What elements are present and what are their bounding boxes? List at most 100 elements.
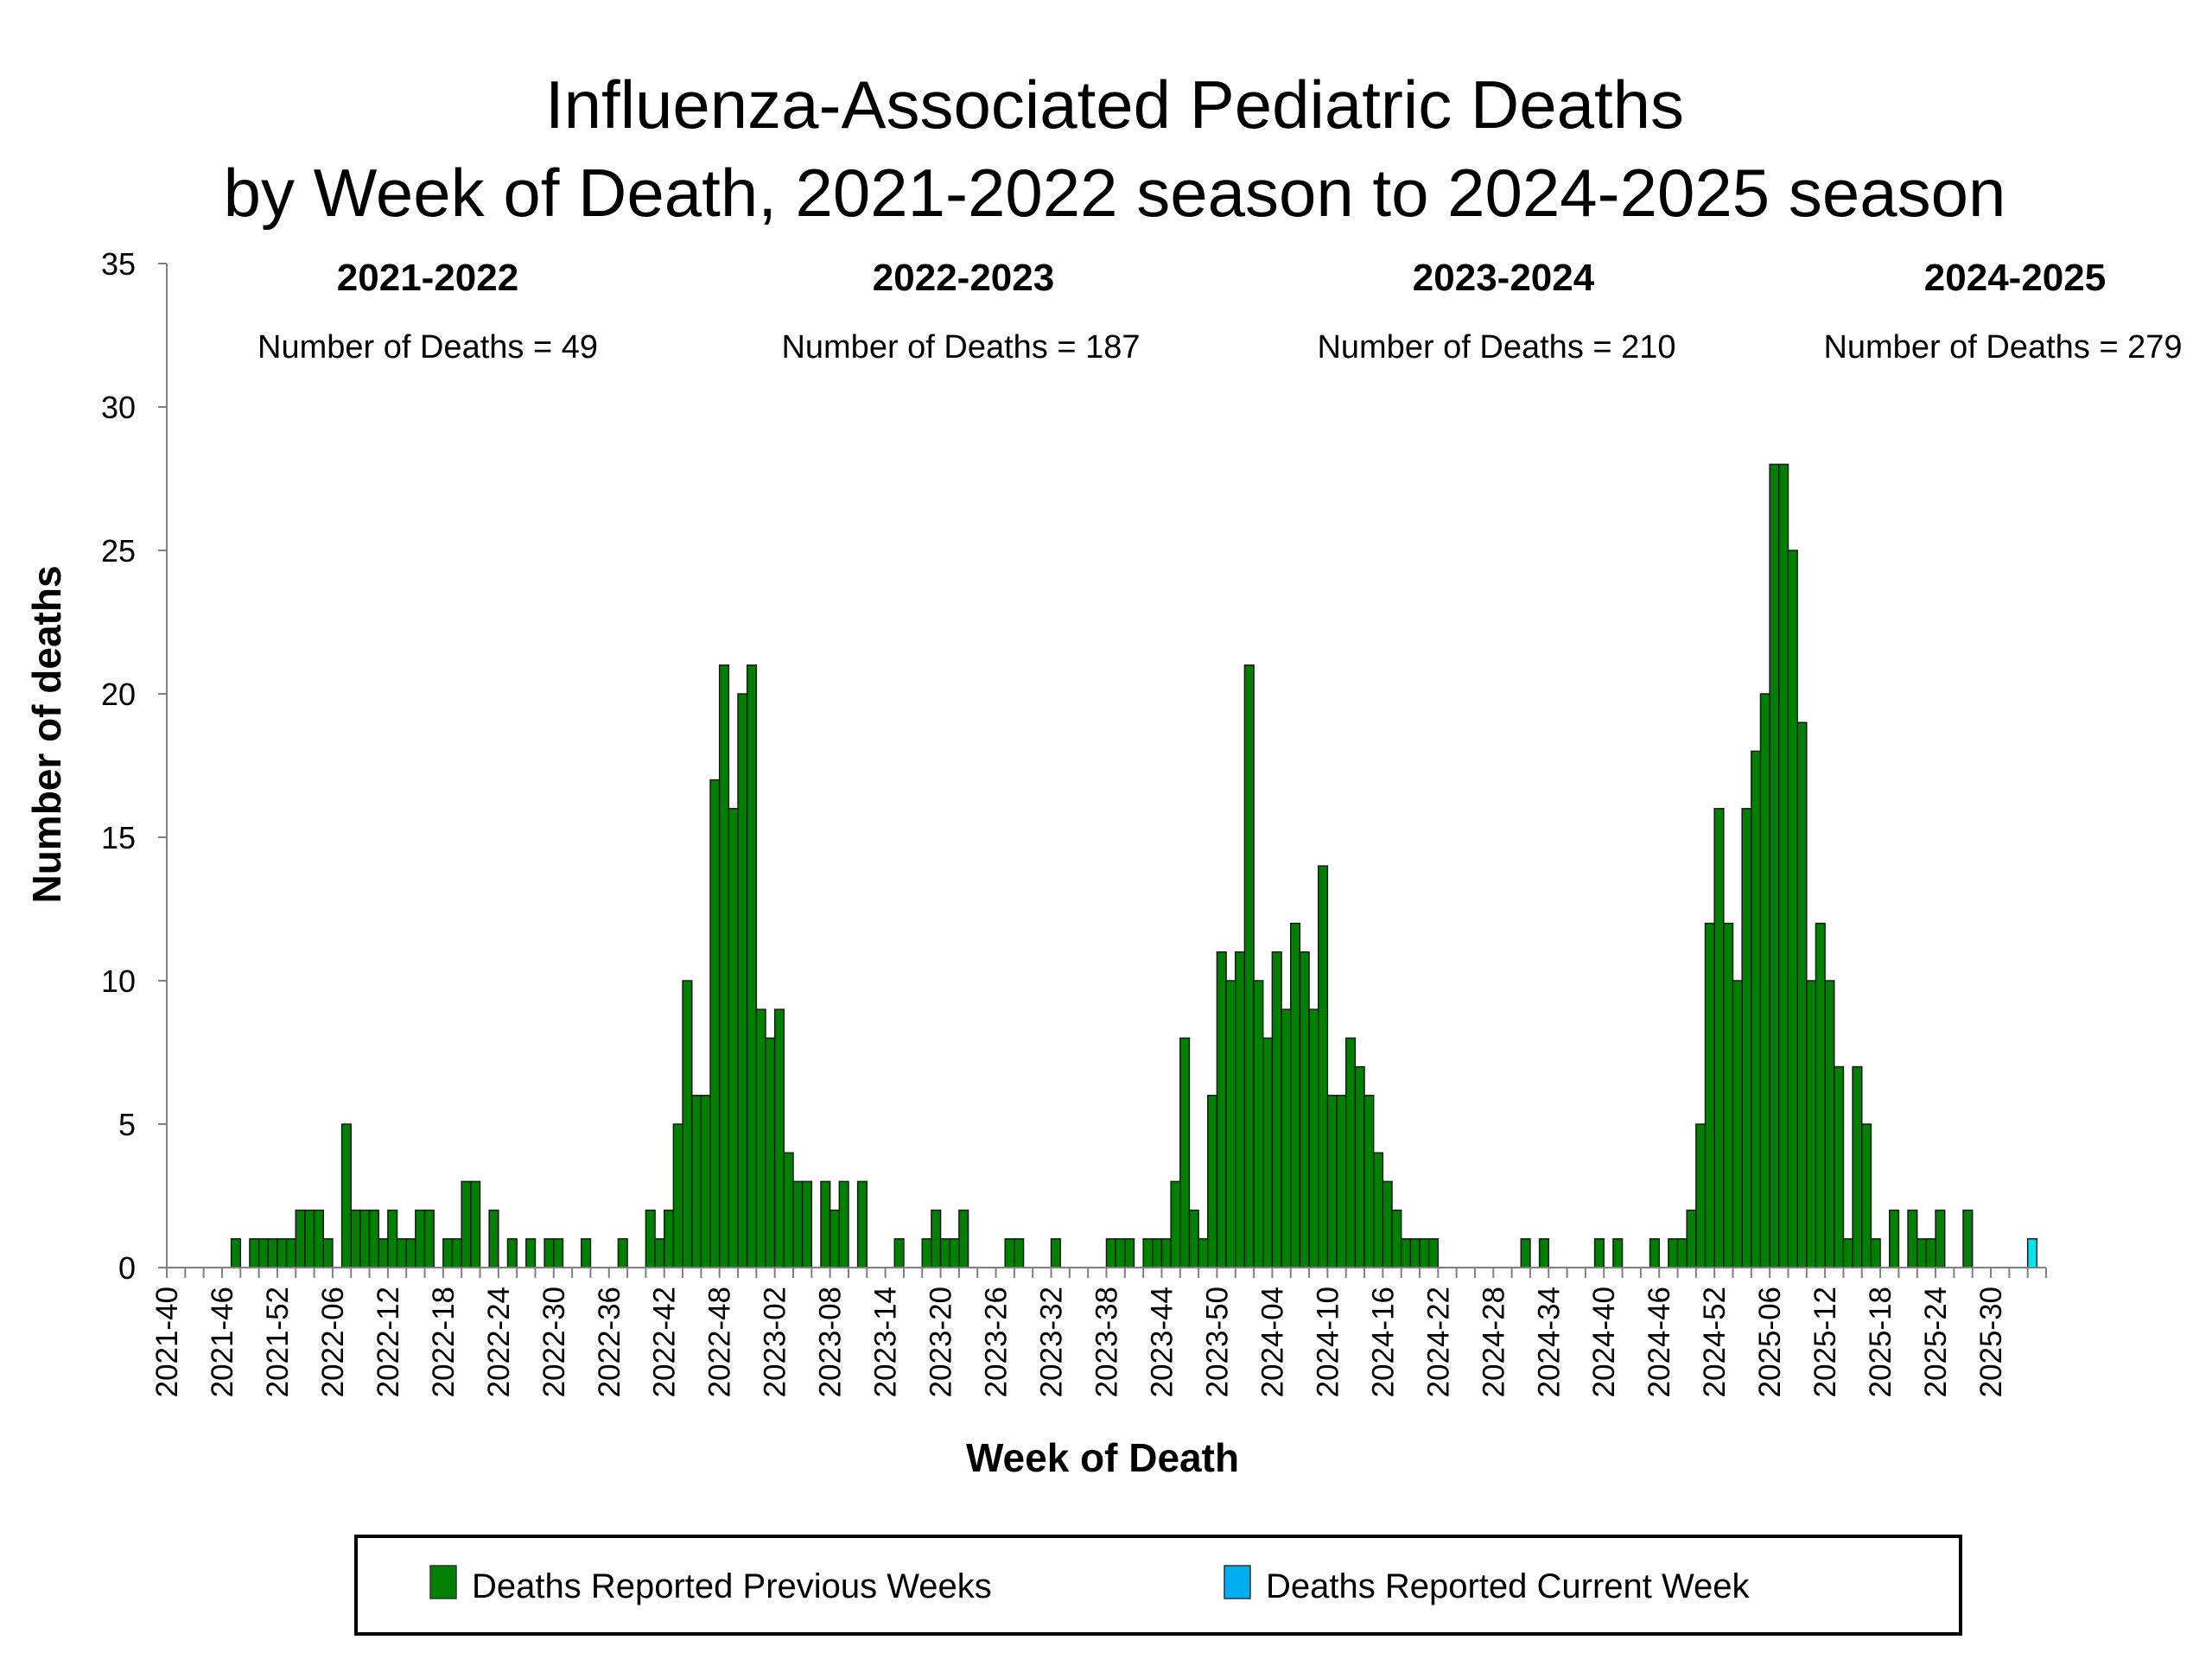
bar-previous-weeks-2024-11 <box>1336 1095 1347 1268</box>
bar-previous-weeks-2022-08 <box>350 1209 361 1268</box>
bar-previous-weeks-2025-21 <box>1907 1209 1918 1268</box>
bar-previous-weeks-2025-22 <box>1916 1238 1928 1268</box>
bar-current-week-2025-34 <box>2026 1238 2038 1268</box>
season-label-2021-2022: 2021-2022 <box>337 257 518 299</box>
bars-layer <box>230 463 2038 1268</box>
bar-previous-weeks-2024-08 <box>1308 1008 1319 1268</box>
bar-previous-weeks-2023-39 <box>1115 1238 1126 1268</box>
y-tick-label: 20 <box>101 677 136 712</box>
y-tick-label: 35 <box>101 246 136 282</box>
x-tick-label: 2022-12 <box>372 1287 405 1397</box>
x-tick-label: 2022-36 <box>593 1287 626 1397</box>
bar-previous-weeks-2025-17 <box>1870 1238 1881 1268</box>
bar-previous-weeks-2023-04 <box>792 1180 804 1268</box>
bar-previous-weeks-2023-08 <box>829 1209 841 1268</box>
bar-previous-weeks-2023-02 <box>773 1008 785 1268</box>
bar-previous-weeks-2024-03 <box>1262 1037 1274 1268</box>
bar-previous-weeks-2023-21 <box>949 1238 960 1268</box>
bar-previous-weeks-2024-48 <box>1676 1238 1688 1268</box>
y-tick-label: 25 <box>101 533 136 569</box>
x-tick-label: 2024-22 <box>1421 1287 1455 1397</box>
bar-previous-weeks-2024-49 <box>1686 1209 1697 1268</box>
bar-previous-weeks-2022-33 <box>581 1238 592 1268</box>
x-tick-label: 2022-30 <box>537 1287 571 1397</box>
y-tick-label: 5 <box>118 1107 136 1142</box>
x-tick-label: 2024-28 <box>1477 1287 1510 1397</box>
season-count-2022-2023: Number of Deaths = 187 <box>781 329 1140 365</box>
bar-previous-weeks-2023-42 <box>1142 1238 1154 1268</box>
bar-previous-weeks-2023-28 <box>1014 1238 1025 1268</box>
bar-previous-weeks-2022-02 <box>295 1209 306 1268</box>
season-label-2023-2024: 2023-2024 <box>1413 257 1595 299</box>
bar-previous-weeks-2025-14 <box>1842 1238 1853 1268</box>
bar-previous-weeks-2021-50 <box>257 1238 270 1268</box>
bar-previous-weeks-2024-06 <box>1289 922 1301 1268</box>
bar-previous-weeks-2022-20 <box>461 1180 472 1268</box>
x-tick-label: 2023-14 <box>869 1287 903 1397</box>
bar-previous-weeks-2023-38 <box>1105 1238 1116 1268</box>
bar-previous-weeks-2025-15 <box>1852 1065 1863 1268</box>
axes-layer: 0 5 10 15 20 25 30 35 2021-40 2021-46 2021-52 2022-… <box>101 246 2047 1397</box>
bar-previous-weeks-2024-16 <box>1382 1180 1393 1268</box>
bar-previous-weeks-2023-11 <box>856 1180 868 1268</box>
bar-previous-weeks-2022-47 <box>709 779 721 1268</box>
bar-previous-weeks-2022-13 <box>396 1238 407 1268</box>
bar-previous-weeks-2024-07 <box>1299 951 1310 1268</box>
bar-previous-weeks-2022-49 <box>728 808 739 1268</box>
bar-previous-weeks-2023-22 <box>958 1209 969 1268</box>
legend-swatch-previous-weeks <box>429 1565 457 1599</box>
legend: Deaths Reported Previous Weeks Deaths Re… <box>354 1535 1962 1636</box>
bar-previous-weeks-2024-39 <box>1593 1238 1605 1268</box>
x-tick-label: 2022-24 <box>482 1287 516 1397</box>
bar-previous-weeks-2023-19 <box>931 1209 942 1268</box>
bar-previous-weeks-2022-37 <box>617 1238 628 1268</box>
bar-previous-weeks-2022-45 <box>690 1095 702 1268</box>
x-tick-label: 2021-40 <box>150 1287 184 1397</box>
bar-previous-weeks-2021-52 <box>276 1238 288 1268</box>
bar-previous-weeks-2025-01 <box>1723 922 1734 1268</box>
bar-previous-weeks-2024-33 <box>1538 1238 1550 1268</box>
x-tick-label: 2023-20 <box>925 1287 958 1397</box>
bar-previous-weeks-2023-18 <box>921 1238 932 1268</box>
bar-previous-weeks-2023-32 <box>1050 1238 1061 1268</box>
x-tick-label: 2022-06 <box>316 1287 350 1397</box>
bar-previous-weeks-2025-06 <box>1769 463 1780 1268</box>
bar-previous-weeks-2022-43 <box>672 1123 683 1268</box>
bar-previous-weeks-2024-50 <box>1695 1123 1707 1268</box>
bar-previous-weeks-2024-21 <box>1427 1238 1440 1268</box>
bar-previous-weeks-2024-47 <box>1668 1238 1679 1268</box>
bar-previous-weeks-2022-14 <box>405 1238 416 1268</box>
bar-previous-weeks-2025-16 <box>1861 1123 1872 1268</box>
y-tick-label: 0 <box>118 1250 136 1286</box>
bar-previous-weeks-2023-49 <box>1207 1095 1218 1268</box>
bar-previous-weeks-2025-11 <box>1815 922 1826 1268</box>
bar-previous-weeks-2022-30 <box>553 1238 564 1268</box>
bar-previous-weeks-2024-17 <box>1391 1209 1402 1268</box>
bar-previous-weeks-2022-21 <box>470 1180 481 1268</box>
season-count-2024-2025: Number of Deaths = 279 <box>1823 329 2182 365</box>
bar-previous-weeks-2023-07 <box>820 1180 831 1268</box>
x-tick-label: 2023-50 <box>1200 1287 1234 1397</box>
bar-previous-weeks-2021-49 <box>249 1238 260 1268</box>
bar-previous-weeks-2025-10 <box>1806 980 1817 1268</box>
x-tick-label: 2021-46 <box>206 1287 239 1397</box>
legend-label-current-week: Deaths Reported Current Week <box>1266 1567 1751 1605</box>
bar-previous-weeks-2025-09 <box>1796 721 1808 1268</box>
bar-previous-weeks-2023-20 <box>939 1238 951 1268</box>
season-count-2023-2024: Number of Deaths = 210 <box>1317 329 1675 365</box>
bar-previous-weeks-2022-48 <box>718 664 730 1268</box>
bar-previous-weeks-2023-09 <box>838 1180 849 1268</box>
y-tick-label: 10 <box>101 963 136 999</box>
bar-previous-weeks-2024-10 <box>1326 1095 1338 1268</box>
bar-previous-weeks-2025-02 <box>1732 980 1743 1268</box>
x-tick-label: 2024-40 <box>1587 1287 1621 1397</box>
bar-previous-weeks-2024-18 <box>1400 1238 1412 1268</box>
bar-previous-weeks-2022-52 <box>755 1008 766 1268</box>
bar-previous-weeks-2022-03 <box>304 1209 315 1268</box>
season-count-2021-2022: Number of Deaths = 49 <box>257 329 598 365</box>
bar-previous-weeks-2024-45 <box>1649 1238 1660 1268</box>
bar-previous-weeks-2024-12 <box>1344 1037 1357 1268</box>
x-tick-label: 2021-52 <box>261 1287 295 1397</box>
legend-label-previous-weeks: Deaths Reported Previous Weeks <box>472 1567 992 1605</box>
x-tick-label: 2022-18 <box>427 1287 461 1397</box>
